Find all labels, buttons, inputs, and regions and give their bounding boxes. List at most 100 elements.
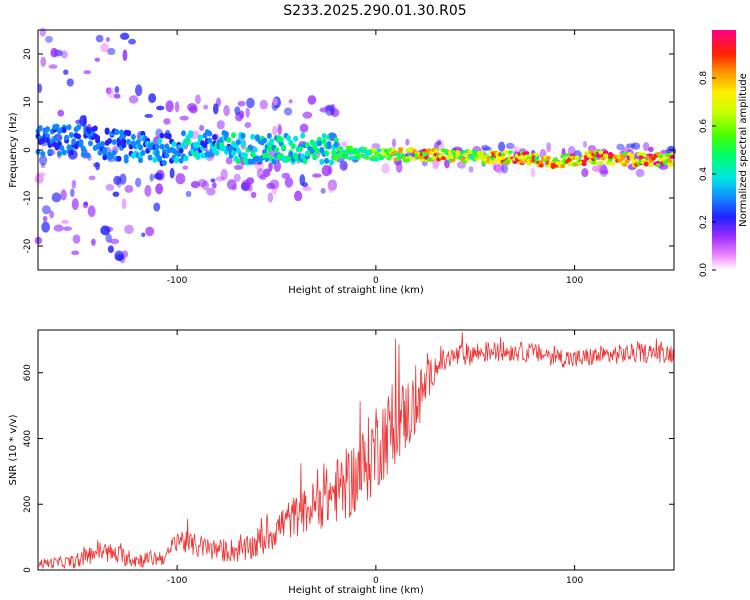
colorbar-tick-label: 0.2: [699, 215, 709, 229]
spectrogram-cell: [391, 138, 397, 148]
spectrogram-ridge-cell: [121, 142, 127, 149]
spectrogram-cell: [174, 101, 180, 113]
spectrogram-cell: [256, 168, 265, 179]
snr-x-tick-label: 100: [566, 576, 583, 586]
spectrogram-ridge-cell: [462, 153, 468, 158]
spectrogram-ridge-cell: [183, 155, 189, 162]
snr-y-tick-label: 400: [23, 430, 33, 447]
colorbar: 0.0 0.2 0.4 0.6 0.8 Normalized spectral ampl…: [699, 30, 749, 277]
spectrogram-cell: [165, 100, 174, 113]
spectrogram-ridge-cell: [71, 138, 77, 145]
spectrogram-ridge-cell: [164, 152, 170, 159]
snr-frame: [37, 329, 675, 571]
spectrogram-ridge-cell: [195, 141, 201, 148]
spectrogram-ridge-cell: [188, 132, 194, 139]
spectrogram-cell: [182, 165, 189, 170]
spectrogram-ridge-cell: [195, 151, 201, 158]
spectrogram-ridge-cell: [507, 150, 513, 155]
spectrogram-cell: [212, 103, 219, 115]
spectrogram-ridge-cell: [319, 158, 325, 165]
spectrogram-ridge-cell: [264, 152, 270, 159]
spectrogram-ridge-cell: [281, 144, 287, 151]
spectrogram-ridge-cell: [560, 154, 566, 159]
spectrogram-cell: [49, 210, 54, 219]
spectrogram-ridge-cell: [314, 148, 320, 155]
spectrogram-cell: [197, 178, 208, 188]
spectrogram-ridge-cell: [598, 161, 604, 166]
spectrogram-ridge-cell: [636, 152, 642, 157]
spectrogram-cell: [107, 245, 114, 253]
spectrogram-cell: [135, 84, 143, 97]
spectrogram-ridge-cell: [154, 149, 160, 156]
spectrogram-ridge-cell: [114, 129, 120, 136]
spectrogram-ridge-cell: [250, 133, 256, 140]
spectrogram-ridge-cell: [641, 152, 647, 157]
spectrogram-ridge-cell: [180, 130, 186, 137]
spectrogram-ridge-cell: [92, 125, 98, 132]
spectrogram-cell: [283, 107, 293, 116]
spectrogram-ridge-cell: [398, 149, 404, 154]
spectrogram-cell: [648, 146, 654, 153]
spectrogram-ridge-cell: [152, 156, 158, 163]
spectrogram-ridge-cell: [68, 131, 74, 138]
snr-x-tick-label: -100: [167, 576, 188, 586]
spectrogram-cell: [225, 156, 233, 165]
spectrogram-cell: [505, 142, 515, 150]
spectrogram-cell: [206, 187, 216, 196]
spectrogram-cell: [107, 47, 116, 56]
spectrogram-ridge-cell: [450, 149, 456, 154]
spectrogram-cell: [122, 49, 128, 62]
spectrogram-ridge-cell: [316, 140, 322, 147]
spectrogram-cell: [259, 99, 268, 110]
spectrogram-ridge-cell: [147, 154, 153, 161]
snr-series-line: [37, 332, 675, 569]
spectrogram-cell: [71, 179, 77, 189]
spectrogram-cell: [66, 78, 74, 87]
spectrogram-cell: [63, 69, 69, 75]
spectrogram-cell: [660, 149, 669, 155]
spectrogram-cell: [203, 104, 209, 110]
spectrogram-cell: [293, 190, 303, 202]
spectrogram-cell: [100, 43, 109, 53]
spectrogram-ridge-cell: [545, 156, 551, 161]
spectrogram-cell: [468, 166, 474, 173]
spectrogram-ridge-cell: [95, 137, 101, 144]
spectrogram-ridge-cell: [285, 135, 291, 142]
spectrogram-cell: [121, 198, 127, 210]
spectrogram-ridge-cell: [667, 159, 673, 164]
snr-series: [37, 332, 675, 569]
spectrogram-ridge-cell: [285, 156, 291, 163]
snr-x-tick-label: 0: [373, 576, 379, 586]
spectrogram-cell: [215, 176, 225, 182]
spectrogram-cell: [210, 178, 216, 183]
spectrogram-ridge-cell: [166, 133, 172, 140]
spectrogram-cell: [120, 32, 130, 40]
spectrogram-cell: [41, 205, 51, 215]
spectrogram-ridge-cell: [45, 126, 51, 133]
spectrogram-cell: [546, 142, 552, 153]
spectrogram-cell: [284, 177, 294, 188]
spectrogram-ridge-cell: [178, 157, 184, 164]
spectrogram-ridge-cell: [157, 156, 163, 163]
spectrogram-cell: [190, 181, 200, 189]
colorbar-gradient: [712, 30, 736, 270]
spectrogram-ridge-cell: [479, 155, 485, 160]
spectrogram-ridge-cell: [102, 154, 108, 161]
spectrogram-cell: [233, 164, 244, 171]
spectrogram-ridge-cell: [130, 134, 136, 141]
spectrogram-ridge-cell: [386, 156, 392, 161]
spectrogram-cell: [163, 118, 171, 125]
spectrogram-ridge-cell: [328, 159, 334, 166]
spectrogram-cell: [226, 179, 237, 190]
spectrogram-ridge-cell: [624, 158, 630, 163]
colorbar-tick-label: 0.8: [699, 71, 709, 86]
spectrogram-ridge-cell: [607, 157, 613, 162]
spectrogram-ridge-cell: [78, 140, 84, 147]
spectrogram-ridge-cell: [140, 150, 146, 157]
spectrogram-cell: [128, 38, 137, 45]
spectrogram-x-tick-label: 100: [566, 276, 583, 286]
spectrogram-cell: [625, 143, 636, 149]
spectrogram-ridge-cell: [479, 150, 485, 155]
spectrogram-cell: [41, 221, 50, 233]
spectrogram-cell: [635, 168, 645, 178]
